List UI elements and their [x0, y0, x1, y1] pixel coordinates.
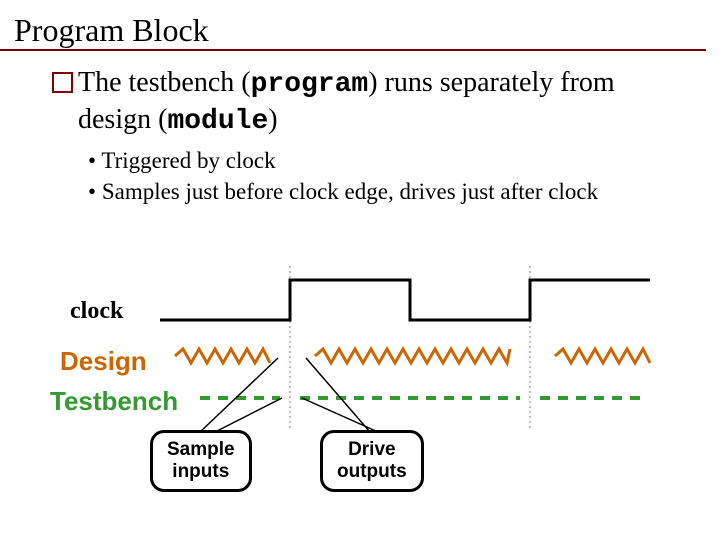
code: program	[251, 69, 369, 100]
square-bullet-icon	[52, 72, 73, 93]
text: )	[268, 104, 277, 135]
title-bar: Program Block	[0, 0, 706, 51]
sub-bullet: Triggered by clock	[88, 145, 680, 176]
page-title: Program Block	[14, 12, 209, 48]
content-area: The testbench (program) runs separately …	[0, 51, 720, 207]
code: module	[167, 106, 268, 137]
drive-outputs-bubble: Driveoutputs	[320, 430, 424, 492]
text: The testbench (	[78, 67, 251, 98]
main-bullet-text: The testbench (program) runs separately …	[78, 65, 680, 139]
sample-inputs-bubble: Sampleinputs	[150, 430, 252, 492]
sub-bullet: Samples just before clock edge, drives j…	[88, 176, 680, 207]
diagram-svg	[0, 260, 720, 540]
sub-bullet-list: Triggered by clock Samples just before c…	[52, 145, 680, 207]
main-bullet: The testbench (program) runs separately …	[52, 65, 680, 139]
timing-diagram: clock Design Testbench Sampleinputs Driv…	[0, 260, 720, 540]
